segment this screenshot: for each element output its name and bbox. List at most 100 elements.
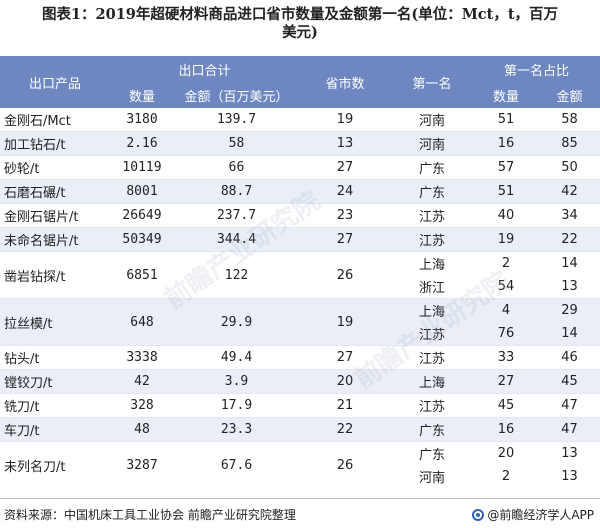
cell-share-quantity: 27 — [473, 369, 540, 394]
cell-product: 金刚石锯片/t — [0, 203, 110, 228]
cell-product: 未列名刀/t — [0, 441, 110, 488]
cell-share-quantity: 33 — [473, 345, 540, 370]
cell-first-province: 江苏 — [391, 345, 474, 370]
footer: 资料来源：中国机床工具工业协会 前瞻产业研究院整理 @前瞻经济学人APP — [0, 498, 600, 528]
cell-share-quantity: 45 — [473, 393, 540, 418]
cell-share-quantity: 57 — [473, 155, 540, 180]
header-export-total: 出口合计 — [110, 56, 300, 82]
cell-quantity: 328 — [110, 393, 174, 418]
cell-product: 拉丝模/t — [0, 298, 110, 346]
table-row: 金刚石/Mct 3180 139.7 19 河南 51 58 — [0, 108, 600, 132]
cell-province-count: 23 — [299, 203, 392, 228]
cell-product: 砂轮/t — [0, 155, 110, 180]
table-row: 河南 2 13 — [0, 465, 600, 488]
cell-amount: 49.4 — [174, 345, 300, 370]
cell-first-province: 广东 — [391, 417, 474, 442]
table-row: 石磨石碾/t 8001 88.7 24 广东 51 42 — [0, 179, 600, 204]
header-quantity: 数量 — [110, 82, 174, 108]
header-product: 出口产品 — [0, 56, 110, 108]
header-province-count: 省市数 — [299, 56, 392, 108]
table-row: 铣刀/t 328 17.9 21 江苏 45 47 — [0, 393, 600, 418]
cell-share-amount: 46 — [539, 345, 600, 370]
cell-first-province: 河南 — [391, 131, 474, 156]
cell-product: 镗铰刀/t — [0, 369, 110, 394]
cell-product: 金刚石/Mct — [0, 108, 110, 132]
cell-first-province: 浙江 — [391, 275, 474, 299]
cell-product: 凿岩钻探/t — [0, 251, 110, 299]
table-title: 图表1：2019年超硬材料商品进口省市数量及金额第一名(单位：Mct，t，百万 … — [0, 6, 600, 42]
title-line-1: 图表1：2019年超硬材料商品进口省市数量及金额第一名(单位：Mct，t，百万 — [41, 6, 559, 23]
table-header: 出口产品 出口合计 省市数 第一名 第一名占比 数量 金额（百万美元） 数量 金… — [0, 56, 600, 108]
cell-share-amount: 13 — [539, 465, 600, 488]
header-first-share: 第一名占比 — [473, 56, 600, 82]
cell-first-province: 上海 — [391, 251, 474, 275]
cell-quantity: 2.16 — [110, 131, 174, 156]
cell-share-amount: 14 — [539, 251, 600, 275]
cell-share-amount: 34 — [539, 203, 600, 228]
cell-province-count: 26 — [299, 251, 392, 299]
cell-province-count: 27 — [299, 227, 392, 252]
title-line-2: 美元) — [282, 24, 318, 41]
cell-product: 车刀/t — [0, 417, 110, 442]
cell-share-quantity: 2 — [473, 465, 540, 488]
table-row: 凿岩钻探/t 6851 122 26 上海 2 14 — [0, 251, 600, 299]
cell-quantity: 42 — [110, 369, 174, 394]
table-row: 钻头/t 3338 49.4 27 江苏 33 46 — [0, 345, 600, 370]
cell-quantity: 10119 — [110, 155, 174, 180]
cell-product: 石磨石碾/t — [0, 179, 110, 204]
cell-first-province: 上海 — [391, 369, 474, 394]
header-first: 第一名 — [391, 56, 474, 108]
cell-share-amount: 13 — [539, 441, 600, 465]
cell-province-count: 27 — [299, 155, 392, 180]
cell-amount: 29.9 — [174, 298, 300, 346]
cell-quantity: 3287 — [110, 441, 174, 488]
header-amount: 金额（百万美元） — [174, 82, 300, 108]
cell-first-province: 江苏 — [391, 227, 474, 252]
cell-amount: 122 — [174, 251, 300, 299]
cell-quantity: 8001 — [110, 179, 174, 204]
cell-first-province: 上海 — [391, 298, 474, 322]
cell-amount: 344.4 — [174, 227, 300, 252]
brand-label: @前瞻经济学人APP — [487, 508, 594, 522]
cell-first-province: 江苏 — [391, 203, 474, 228]
cell-first-province: 江苏 — [391, 322, 474, 346]
cell-share-quantity: 40 — [473, 203, 540, 228]
cell-province-count: 19 — [299, 298, 392, 346]
table-row: 拉丝模/t 648 29.9 19 上海 4 29 — [0, 298, 600, 346]
cell-first-province: 广东 — [391, 441, 474, 465]
cell-amount: 3.9 — [174, 369, 300, 394]
cell-first-province: 河南 — [391, 465, 474, 488]
cell-share-amount: 47 — [539, 393, 600, 418]
cell-quantity: 48 — [110, 417, 174, 442]
cell-share-quantity: 51 — [473, 179, 540, 204]
cell-province-count: 19 — [299, 108, 392, 132]
cell-quantity: 3180 — [110, 108, 174, 132]
cell-product: 铣刀/t — [0, 393, 110, 418]
cell-share-amount: 50 — [539, 155, 600, 180]
cell-first-province: 广东 — [391, 179, 474, 204]
cell-share-quantity: 76 — [473, 322, 540, 346]
cell-share-amount: 85 — [539, 131, 600, 156]
cell-amount: 23.3 — [174, 417, 300, 442]
table-row: 加工钻石/t 2.16 58 13 河南 16 85 — [0, 131, 600, 156]
cell-province-count: 22 — [299, 417, 392, 442]
table-row: 砂轮/t 10119 66 27 广东 57 50 — [0, 155, 600, 180]
cell-quantity: 3338 — [110, 345, 174, 370]
table-row: 未命名锯片/t 50349 344.4 27 江苏 19 22 — [0, 227, 600, 252]
cell-amount: 66 — [174, 155, 300, 180]
cell-share-quantity: 16 — [473, 417, 540, 442]
cell-product: 未命名锯片/t — [0, 227, 110, 252]
cell-share-amount: 58 — [539, 108, 600, 132]
cell-share-quantity: 51 — [473, 108, 540, 132]
cell-product: 加工钻石/t — [0, 131, 110, 156]
cell-share-amount: 22 — [539, 227, 600, 252]
cell-first-province: 广东 — [391, 155, 474, 180]
cell-share-quantity: 20 — [473, 441, 540, 465]
cell-share-amount: 29 — [539, 298, 600, 322]
cell-share-quantity: 19 — [473, 227, 540, 252]
cell-share-quantity: 16 — [473, 131, 540, 156]
cell-province-count: 24 — [299, 179, 392, 204]
table-row: 浙江 54 13 — [0, 275, 600, 299]
cell-amount: 67.6 — [174, 441, 300, 488]
table-row: 车刀/t 48 23.3 22 广东 16 47 — [0, 417, 600, 442]
